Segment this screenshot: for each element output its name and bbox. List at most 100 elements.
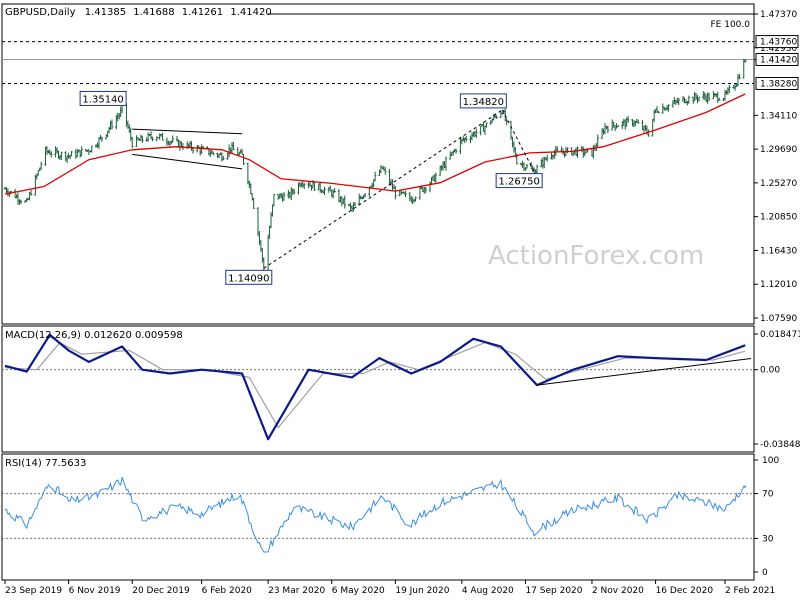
candle	[19, 199, 23, 204]
candle	[373, 171, 377, 182]
candle	[292, 188, 296, 195]
candle	[596, 134, 599, 147]
x-tick-label: 20 Dec 2019	[132, 586, 190, 596]
candle	[404, 190, 407, 197]
candle	[151, 136, 154, 142]
rsi-y-axis: 100 70 30 0	[754, 456, 779, 578]
candle	[110, 119, 114, 130]
candle	[717, 97, 721, 101]
price-tick-label: 1.20850	[760, 213, 797, 223]
level-price-tag: 1.38280	[755, 76, 799, 90]
candle	[232, 141, 235, 151]
signal-line	[4, 342, 746, 429]
rsi-layer	[2, 477, 754, 553]
candle	[697, 96, 701, 102]
moving-average-line	[4, 93, 746, 195]
candle	[272, 193, 276, 207]
candle	[606, 125, 610, 134]
x-tick-label: 6 Nov 2019	[69, 586, 121, 596]
candle	[303, 183, 306, 190]
macd-tick-label: 0.00	[760, 366, 780, 376]
rsi-tick-label: 0	[762, 568, 768, 578]
price-callout: 1.34820	[459, 93, 507, 109]
svg-text:1.14090: 1.14090	[228, 273, 269, 284]
candle	[475, 128, 478, 139]
price-trendlines	[132, 109, 535, 269]
price-tick-label: 1.16430	[760, 246, 797, 256]
ohlc-close: 1.41420	[230, 7, 271, 18]
candle	[738, 74, 741, 80]
candle	[677, 97, 680, 105]
candle	[60, 151, 63, 161]
candle	[545, 154, 549, 162]
price-tick-label: 1.34110	[760, 111, 797, 121]
candle	[333, 188, 336, 193]
rsi-tick-label: 70	[762, 490, 774, 500]
candle	[242, 154, 245, 165]
candle	[444, 156, 448, 171]
candle	[141, 135, 144, 143]
macd-tick-label: 0.018471	[760, 330, 800, 340]
level-label: FE 100.0	[711, 20, 751, 30]
x-tick-label: 23 Mar 2020	[268, 586, 325, 596]
candle	[90, 145, 93, 153]
price-tick-label: 1.29690	[760, 145, 797, 155]
candle	[707, 92, 711, 102]
rsi-tick-label: 100	[762, 456, 779, 466]
candle	[616, 125, 620, 128]
candle	[50, 151, 53, 158]
macd-y-axis: 0.018471 0.00 -0.038486	[754, 330, 800, 450]
candle	[29, 189, 33, 196]
candle	[323, 186, 326, 196]
price-callout: 1.14090	[225, 269, 273, 285]
macd-title: MACD(12,26,9) 0.012620 0.009598	[5, 330, 183, 341]
candle	[566, 147, 569, 154]
macd-tick-label: -0.038486	[760, 440, 800, 450]
candle	[454, 148, 458, 154]
candle	[252, 197, 255, 209]
candle	[353, 201, 357, 207]
ohlc-high: 1.41688	[133, 7, 174, 18]
price-levels: FE 100.0	[2, 13, 754, 84]
candle	[70, 151, 73, 157]
candle	[576, 146, 579, 158]
price-panel	[1, 3, 755, 325]
candle	[282, 191, 286, 201]
svg-text:1.34820: 1.34820	[463, 97, 504, 108]
last-price-tag: 1.41420	[755, 52, 799, 66]
macd-panel	[1, 325, 755, 453]
x-tick-label: 16 Dec 2020	[656, 586, 714, 596]
price-candles	[3, 58, 747, 272]
price-tick-label: 1.47370	[760, 10, 797, 20]
ohlc-open: 1.41385	[85, 7, 126, 18]
candle	[313, 181, 316, 191]
x-tick-label: 23 Sep 2019	[5, 586, 62, 596]
svg-text:1.26750: 1.26750	[498, 177, 539, 188]
trendline	[132, 153, 243, 170]
candle	[637, 119, 640, 124]
price-callout: 1.35140	[79, 90, 127, 106]
svg-text:1.35140: 1.35140	[82, 94, 123, 105]
trendline	[132, 128, 243, 135]
price-tick-label: 1.42950	[760, 44, 797, 54]
candle	[394, 185, 397, 200]
candle	[343, 195, 346, 209]
candle	[363, 193, 367, 198]
candle	[161, 132, 164, 141]
x-axis: 23 Sep 2019 6 Nov 2019 20 Dec 2019 6 Feb 20…	[4, 580, 775, 596]
symbol: GBPUSD	[5, 7, 47, 18]
candle	[728, 84, 731, 94]
price-tick-label: 1.25270	[760, 179, 797, 189]
candle	[464, 135, 468, 142]
x-tick-label: 19 Jun 2020	[395, 586, 449, 596]
candle	[556, 146, 559, 151]
candle	[485, 122, 488, 128]
macd-layer	[2, 333, 754, 441]
macd-line	[4, 333, 746, 441]
price-callouts: 1.35140 1.14090 1.34820 1.26750	[79, 90, 543, 285]
candle	[171, 135, 174, 143]
candle	[434, 172, 438, 183]
candle	[667, 104, 670, 112]
